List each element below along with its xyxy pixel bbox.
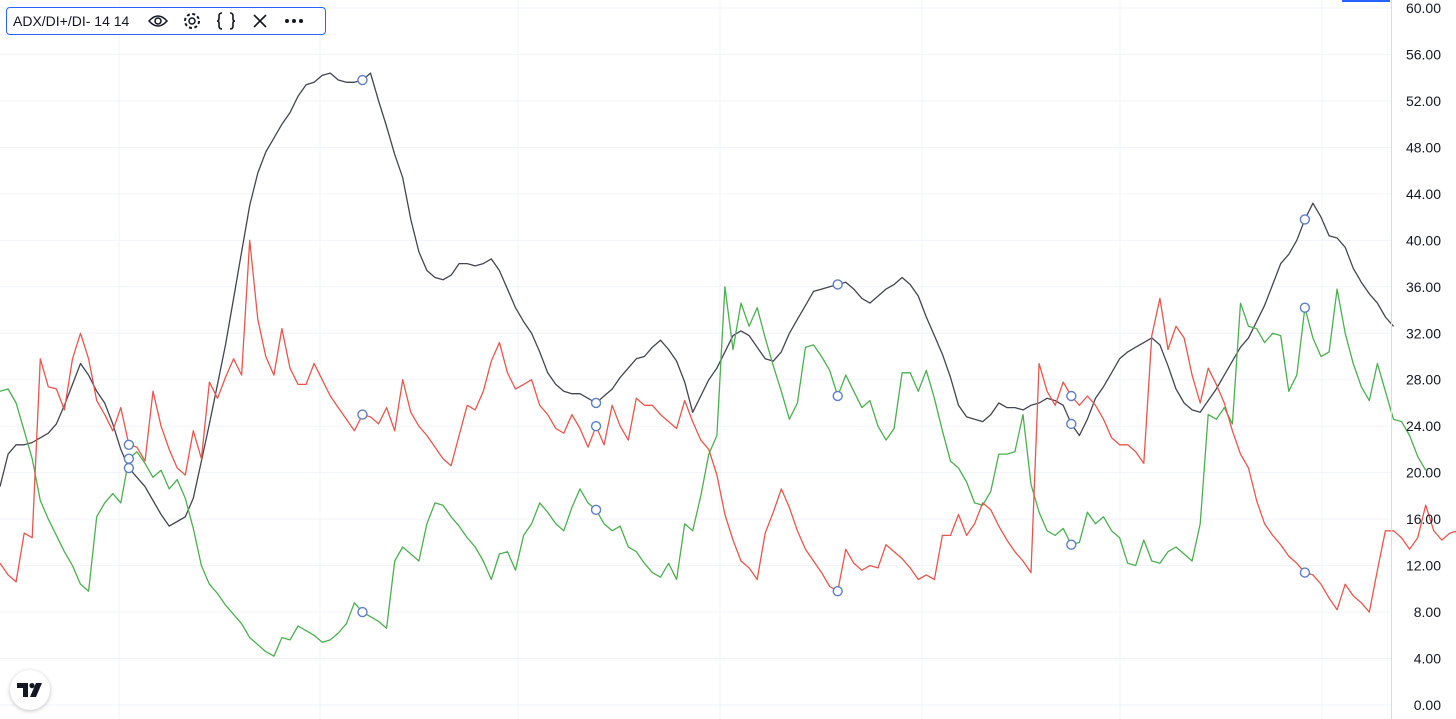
indicator-title: ADX/DI+/DI- 14 14 (13, 13, 130, 29)
data-point-marker (123, 453, 135, 464)
gear-icon[interactable] (175, 8, 209, 34)
data-point-marker (832, 390, 843, 402)
data-point-marker (590, 421, 602, 432)
data-point-marker (590, 504, 602, 516)
y-tick-label: 28.00 (1406, 372, 1441, 388)
series-line (0, 286, 1427, 657)
data-point-marker (1066, 539, 1077, 550)
y-tick-label: 44.00 (1406, 186, 1441, 202)
data-point-marker (590, 397, 602, 409)
data-point-marker (1299, 214, 1311, 225)
data-point-marker (832, 279, 843, 290)
y-tick-label: 36.00 (1406, 279, 1441, 295)
data-point-marker (357, 606, 368, 618)
series-line (0, 239, 1456, 613)
y-tick-label: 0.00 (1414, 697, 1441, 713)
y-tick-label: 16.00 (1406, 511, 1441, 527)
y-tick-label: 40.00 (1406, 232, 1441, 248)
series-line (0, 72, 1394, 527)
data-point-marker (832, 585, 843, 597)
data-point-marker (1066, 390, 1077, 402)
y-tick-label: 32.00 (1406, 325, 1441, 341)
y-tick-label: 48.00 (1406, 139, 1441, 155)
data-point-marker (1299, 567, 1311, 578)
data-point-marker (357, 409, 368, 420)
data-point-marker (1299, 302, 1311, 313)
y-tick-label: 4.00 (1414, 651, 1441, 667)
top-accent-bar (1342, 0, 1390, 2)
y-tick-label: 52.00 (1406, 93, 1441, 109)
price-axis[interactable]: 0.00 4.00 8.00 12.00 16.00 20.00 24.00 28.00 32.… (1406, 0, 1441, 713)
close-icon[interactable] (243, 8, 277, 34)
eye-icon[interactable] (141, 8, 175, 34)
more-icon[interactable] (277, 8, 311, 34)
data-point-marker (123, 439, 135, 450)
data-point-marker (1066, 418, 1077, 430)
indicator-legend[interactable]: ADX/DI+/DI- 14 14 (6, 7, 326, 35)
y-tick-label: 56.00 (1406, 46, 1441, 62)
y-tick-label: 8.00 (1414, 604, 1441, 620)
data-point-marker (123, 462, 135, 474)
tradingview-logo-icon[interactable] (10, 670, 50, 710)
braces-icon[interactable] (209, 8, 243, 34)
y-tick-label: 12.00 (1406, 558, 1441, 574)
y-tick-label: 60.00 (1406, 0, 1441, 16)
y-tick-label: 24.00 (1406, 418, 1441, 434)
data-point-marker (357, 74, 368, 86)
y-tick-label: 20.00 (1406, 465, 1441, 481)
